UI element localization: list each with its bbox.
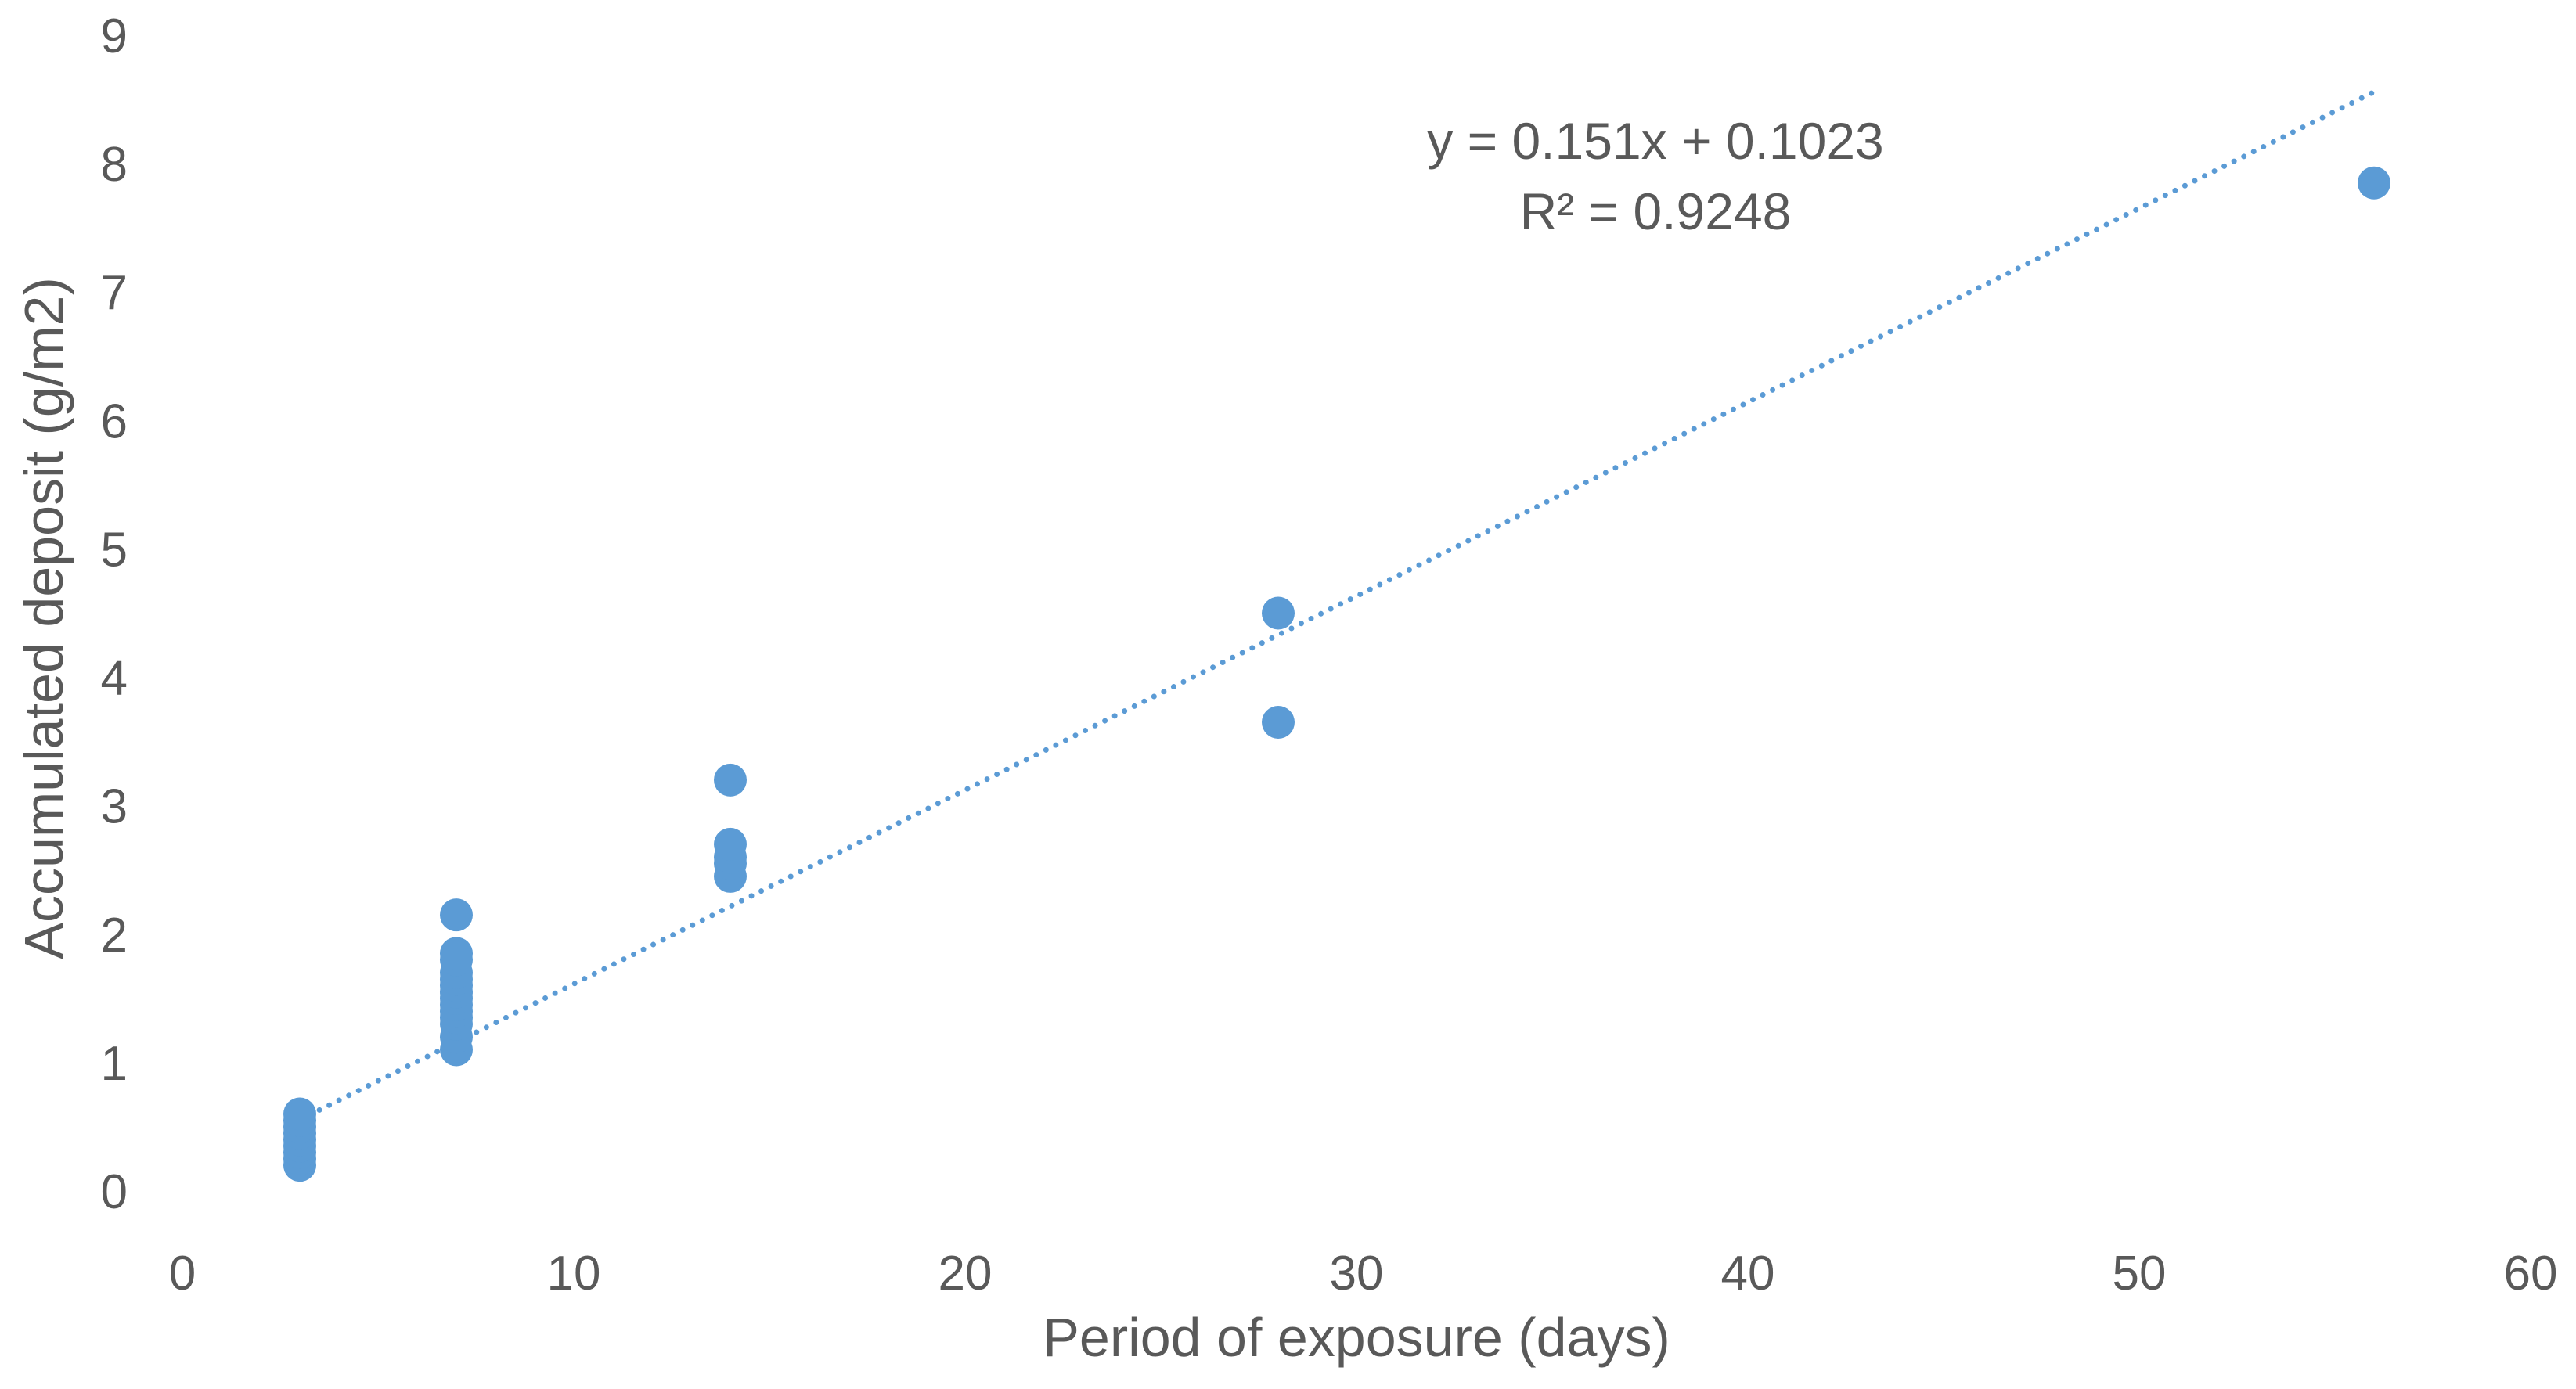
x-tick-label: 20 bbox=[939, 1247, 993, 1301]
data-point bbox=[283, 1097, 316, 1131]
y-tick-label: 1 bbox=[101, 1037, 128, 1091]
r-squared-label: R² = 0.9248 bbox=[1520, 182, 1792, 240]
x-tick-label: 30 bbox=[1330, 1247, 1384, 1301]
trendline bbox=[297, 88, 2377, 1123]
y-axis-title: Accumulated deposit (g/m2) bbox=[13, 277, 74, 959]
x-tick-label: 60 bbox=[2504, 1247, 2558, 1301]
y-tick-label: 5 bbox=[101, 523, 128, 577]
y-tick-label: 8 bbox=[101, 138, 128, 192]
data-point bbox=[1262, 705, 1295, 739]
data-point bbox=[440, 937, 473, 970]
trendline-equation: y = 0.151x + 0.1023 bbox=[1427, 112, 1883, 170]
data-point bbox=[2358, 166, 2390, 200]
y-tick-label: 9 bbox=[101, 9, 128, 63]
trendline-layer bbox=[297, 88, 2377, 1123]
y-tick-label: 3 bbox=[101, 780, 128, 834]
x-axis-title: Period of exposure (days) bbox=[1043, 1307, 1670, 1368]
y-axis-tick-labels: 0 1 2 3 4 5 6 7 8 9 bbox=[101, 9, 128, 1219]
y-tick-label: 0 bbox=[101, 1165, 128, 1219]
x-tick-label: 10 bbox=[547, 1247, 601, 1301]
x-axis-tick-labels: 0 10 20 30 40 50 60 bbox=[169, 1247, 2558, 1301]
y-tick-label: 7 bbox=[101, 266, 128, 320]
data-point bbox=[440, 898, 473, 932]
data-point bbox=[714, 827, 747, 861]
x-tick-label: 50 bbox=[2113, 1247, 2167, 1301]
x-tick-label: 0 bbox=[169, 1247, 196, 1301]
data-point bbox=[1262, 596, 1295, 630]
y-tick-label: 2 bbox=[101, 909, 128, 963]
data-point bbox=[714, 763, 747, 797]
y-tick-label: 4 bbox=[101, 652, 128, 706]
x-tick-label: 40 bbox=[1721, 1247, 1775, 1301]
y-tick-label: 6 bbox=[101, 394, 128, 448]
data-points bbox=[283, 166, 2390, 1182]
